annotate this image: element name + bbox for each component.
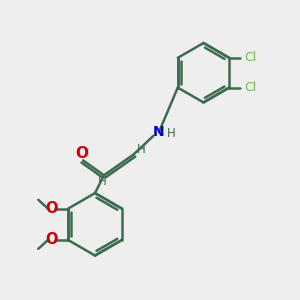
Text: N: N [153,125,165,139]
Text: O: O [45,201,58,216]
Text: H: H [98,175,107,188]
Text: O: O [45,232,58,247]
Text: O: O [75,146,88,161]
Text: H: H [167,127,175,140]
Text: Cl: Cl [245,51,257,64]
Text: Cl: Cl [245,81,257,94]
Text: H: H [137,142,146,156]
